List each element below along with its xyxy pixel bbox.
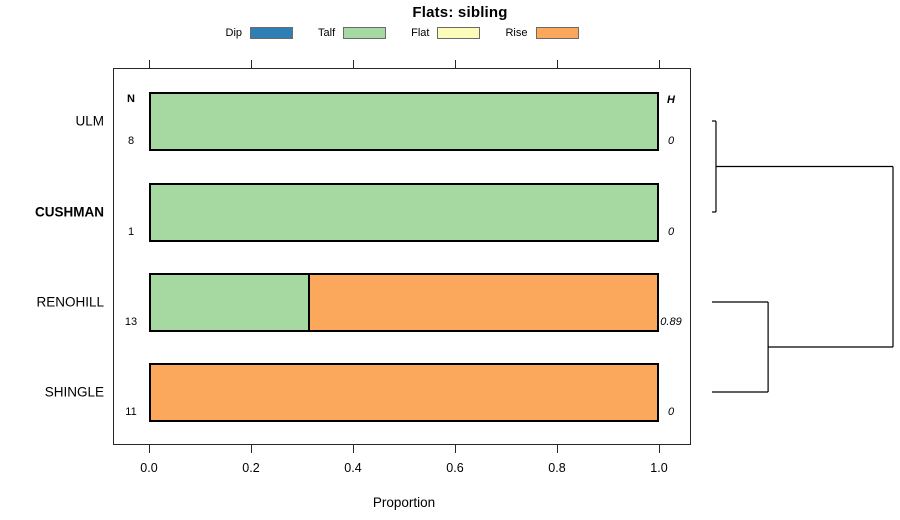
axis-tick-bottom xyxy=(659,445,660,453)
legend-item-label: Talf xyxy=(318,27,336,39)
legend-swatch-talf xyxy=(343,27,387,39)
legend-item: Rise xyxy=(505,27,579,39)
axis-tick-top xyxy=(455,60,456,68)
n-value: 11 xyxy=(125,405,137,418)
axis-tick-bottom xyxy=(557,445,558,453)
n-value: 8 xyxy=(127,134,135,147)
legend-item-label: Flat xyxy=(411,27,430,39)
legend-swatch-rise xyxy=(535,27,579,39)
legend-item: Talf xyxy=(318,27,387,39)
chart-title: Flats: sibling xyxy=(412,4,508,21)
row-label-cushman: CUSHMAN xyxy=(35,204,104,220)
axis-tick-top xyxy=(251,60,252,68)
bar-segment-rise xyxy=(151,364,657,420)
axis-tick-label: 0.8 xyxy=(548,461,566,475)
axis-tick-bottom xyxy=(149,445,150,453)
h-value: 0.89 xyxy=(660,315,682,328)
bar-segment-talf xyxy=(151,184,657,240)
legend-item: Dip xyxy=(226,27,294,39)
proportion-bar xyxy=(149,182,659,242)
x-axis-label: Proportion xyxy=(372,495,436,510)
axis-tick-top xyxy=(557,60,558,68)
row-label-renohill: RENOHILL xyxy=(36,294,104,310)
proportion-bar xyxy=(149,362,659,422)
legend-swatch-dip xyxy=(250,27,294,39)
h-value: 0 xyxy=(667,405,675,418)
axis-tick-label: 0.2 xyxy=(242,461,260,475)
bar-segment-talf xyxy=(151,93,657,149)
legend-item-label: Dip xyxy=(225,27,243,39)
axis-tick-bottom xyxy=(353,445,354,453)
legend: Dip Talf Flat Rise xyxy=(113,27,691,39)
axis-tick-top xyxy=(149,60,150,68)
row-label-ulm: ULM xyxy=(75,113,104,129)
plot-area xyxy=(113,68,691,445)
bar-segment-talf xyxy=(151,274,308,330)
axis-tick-label: 0.0 xyxy=(140,461,158,475)
axis-tick-label: 0.4 xyxy=(344,461,362,475)
axis-tick-bottom xyxy=(455,445,456,453)
axis-tick-top xyxy=(353,60,354,68)
proportion-bar xyxy=(149,91,659,151)
axis-tick-top xyxy=(659,60,660,68)
h-column-header: H xyxy=(667,94,675,106)
row-label-shingle: SHINGLE xyxy=(44,384,104,400)
legend-item-label: Rise xyxy=(505,27,528,39)
legend-item: Flat xyxy=(411,27,481,39)
h-value: 0 xyxy=(667,134,675,147)
proportion-bar xyxy=(149,272,659,332)
h-value: 0 xyxy=(667,225,675,238)
legend-swatch-flat xyxy=(437,27,481,39)
n-value: 1 xyxy=(127,225,135,238)
n-value: 13 xyxy=(124,315,138,328)
n-column-header: N xyxy=(127,93,135,105)
bar-segment-rise xyxy=(307,274,657,330)
axis-tick-label: 0.6 xyxy=(446,461,464,475)
axis-tick-bottom xyxy=(251,445,252,453)
axis-tick-label: 1.0 xyxy=(650,461,668,475)
